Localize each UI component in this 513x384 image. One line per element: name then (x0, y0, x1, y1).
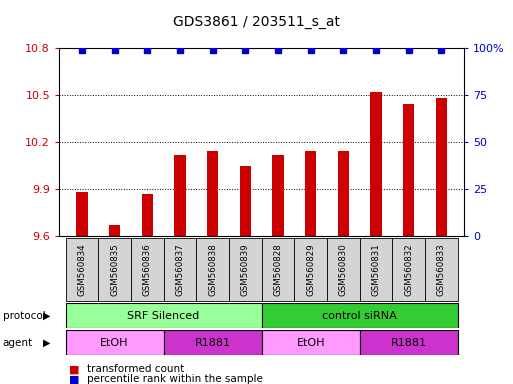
Text: ▶: ▶ (44, 338, 51, 348)
Text: GSM560837: GSM560837 (175, 243, 184, 296)
Bar (98, 238, 131, 301)
Bar (360, 238, 392, 301)
Bar (142, 194, 153, 236)
Bar (403, 104, 415, 236)
Bar (66, 330, 164, 355)
Text: GSM560835: GSM560835 (110, 243, 119, 296)
Bar (272, 155, 284, 236)
Bar (327, 238, 360, 301)
Bar (66, 303, 262, 328)
Bar (338, 152, 349, 236)
Text: GSM560834: GSM560834 (77, 243, 86, 296)
Bar (425, 238, 458, 301)
Text: GSM560828: GSM560828 (273, 243, 283, 296)
Text: percentile rank within the sample: percentile rank within the sample (87, 374, 263, 384)
Text: R1881: R1881 (194, 338, 231, 348)
Bar (262, 303, 458, 328)
Bar (392, 238, 425, 301)
Text: ■: ■ (69, 374, 80, 384)
Bar (131, 238, 164, 301)
Text: agent: agent (3, 338, 33, 348)
Bar (229, 238, 262, 301)
Text: protocol: protocol (3, 311, 45, 321)
Text: GSM560836: GSM560836 (143, 243, 152, 296)
Bar (76, 192, 88, 236)
Bar (262, 330, 360, 355)
Bar (164, 330, 262, 355)
Text: ■: ■ (69, 364, 80, 374)
Text: GSM560830: GSM560830 (339, 243, 348, 296)
Text: EtOH: EtOH (101, 338, 129, 348)
Bar (360, 330, 458, 355)
Bar (174, 155, 186, 236)
Bar (207, 152, 219, 236)
Text: transformed count: transformed count (87, 364, 185, 374)
Text: GSM560829: GSM560829 (306, 243, 315, 296)
Bar (196, 238, 229, 301)
Bar (240, 166, 251, 236)
Text: GSM560832: GSM560832 (404, 243, 413, 296)
Bar (109, 225, 120, 236)
Text: GDS3861 / 203511_s_at: GDS3861 / 203511_s_at (173, 15, 340, 29)
Bar (436, 98, 447, 236)
Bar (370, 92, 382, 236)
Bar (164, 238, 196, 301)
Bar (262, 238, 294, 301)
Text: GSM560839: GSM560839 (241, 243, 250, 296)
Text: GSM560838: GSM560838 (208, 243, 217, 296)
Text: GSM560831: GSM560831 (371, 243, 381, 296)
Text: R1881: R1881 (391, 338, 427, 348)
Text: ▶: ▶ (44, 311, 51, 321)
Bar (305, 152, 317, 236)
Bar (66, 238, 98, 301)
Text: EtOH: EtOH (297, 338, 325, 348)
Text: SRF Silenced: SRF Silenced (127, 311, 200, 321)
Text: GSM560833: GSM560833 (437, 243, 446, 296)
Bar (294, 238, 327, 301)
Text: control siRNA: control siRNA (322, 311, 397, 321)
